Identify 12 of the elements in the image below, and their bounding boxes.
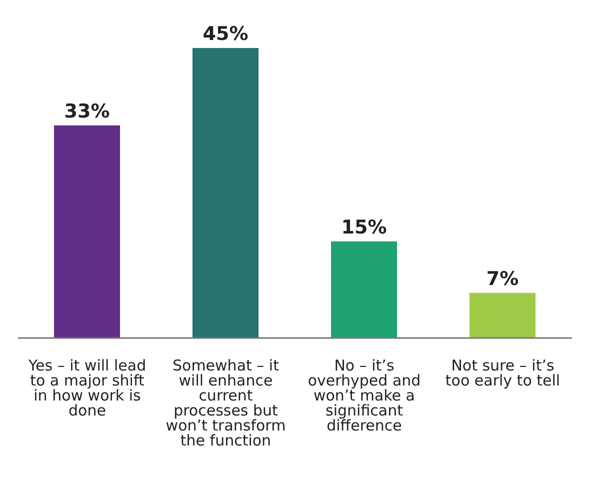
bar (470, 292, 536, 338)
x-tick-label: No – it’s overhyped and won’t make a significant difference (308, 356, 421, 435)
bar (54, 125, 120, 338)
data-label: 15% (341, 216, 387, 238)
data-label: 33% (64, 100, 110, 122)
bar (331, 241, 398, 338)
x-tick-label: Somewhat – it will enhance current processes but won’t transform the function (166, 356, 286, 450)
x-tick-label: Yes – it will lead to a major shift in how work is done (27, 356, 146, 420)
data-label: 45% (202, 23, 248, 45)
bar (192, 48, 259, 338)
x-tick-label: Not sure – it’s too early to tell (445, 356, 560, 390)
data-label: 7% (486, 268, 519, 290)
